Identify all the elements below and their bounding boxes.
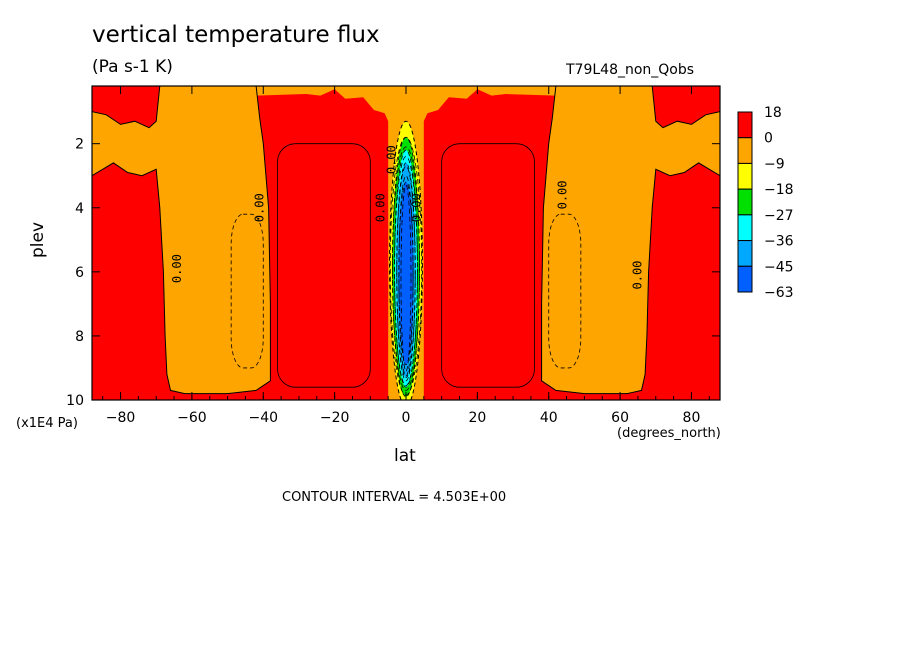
x-tick-label: 40 [540, 410, 558, 426]
contour-label: 0.00 [556, 180, 570, 209]
red-column-contour-2 [441, 143, 535, 388]
x-tick-label: −40 [248, 410, 278, 426]
x-tick-label: 60 [611, 410, 629, 426]
colorbar-swatch [737, 240, 753, 267]
colorbar-label: −9 [764, 156, 785, 172]
core-contour-2 [392, 146, 420, 391]
contour-label: 0.00 [170, 254, 184, 283]
colorbar-swatch [737, 137, 753, 164]
contour-label: 0.00 [384, 145, 398, 174]
colorbar-swatch [737, 111, 753, 139]
x-tick-label: −20 [320, 410, 350, 426]
zero-contour-south [92, 86, 271, 395]
orange-band-south [92, 86, 271, 394]
contour-label: 0.00 [631, 261, 645, 290]
orange-band-dashed-contour-2 [548, 213, 582, 369]
zero-contour-north [541, 86, 720, 395]
colorbar-label: −45 [764, 259, 794, 275]
core-contour-4 [396, 165, 416, 382]
y-tick-label: 2 [75, 137, 84, 153]
colorbar-swatch [737, 162, 753, 190]
x-tick-label: −80 [106, 410, 136, 426]
x-tick-label: 20 [468, 410, 486, 426]
y-tick-label: 6 [75, 265, 84, 281]
colorbar-label: 0 [764, 131, 773, 147]
contour-label: 0.00 [252, 193, 266, 222]
red-column-contour-1 [277, 143, 371, 388]
y-tick-label: 8 [75, 329, 84, 345]
colorbar-swatch [737, 214, 753, 242]
chart-units: (Pa s-1 K) [92, 57, 173, 77]
x-axis-label: lat [394, 446, 416, 466]
colorbar-label: −27 [764, 208, 794, 224]
colorbar-label: −18 [764, 182, 794, 198]
x-tick-label: −60 [177, 410, 207, 426]
run-label: T79L48_non_Qobs [566, 62, 695, 78]
chart-title: vertical temperature flux [92, 22, 380, 48]
core-contour-3 [394, 156, 418, 386]
x-tick-label: 0 [402, 410, 411, 426]
colorbar-label: 18 [764, 105, 782, 121]
orange-band-dashed-contour-1 [230, 213, 264, 369]
y-tick-label: 4 [75, 201, 84, 217]
core-contour-6 [400, 184, 412, 372]
core-contour-5 [398, 175, 414, 377]
x-tick-label: 80 [683, 410, 701, 426]
x-axis-units: (degrees_north) [617, 426, 721, 441]
y-tick-label: 10 [66, 393, 84, 409]
colorbar-swatch [737, 265, 753, 293]
orange-band-north [541, 86, 720, 394]
contour-interval: CONTOUR INTERVAL = 4.503E+00 [282, 490, 507, 505]
y-axis-units: (x1E4 Pa) [16, 416, 78, 431]
contour-label: 0.00 [409, 193, 423, 222]
colorbar-swatch [737, 188, 753, 216]
colorbar-label: −63 [764, 285, 794, 301]
colorbar-label: −36 [764, 234, 794, 250]
contour-label: 0.00 [374, 193, 388, 222]
